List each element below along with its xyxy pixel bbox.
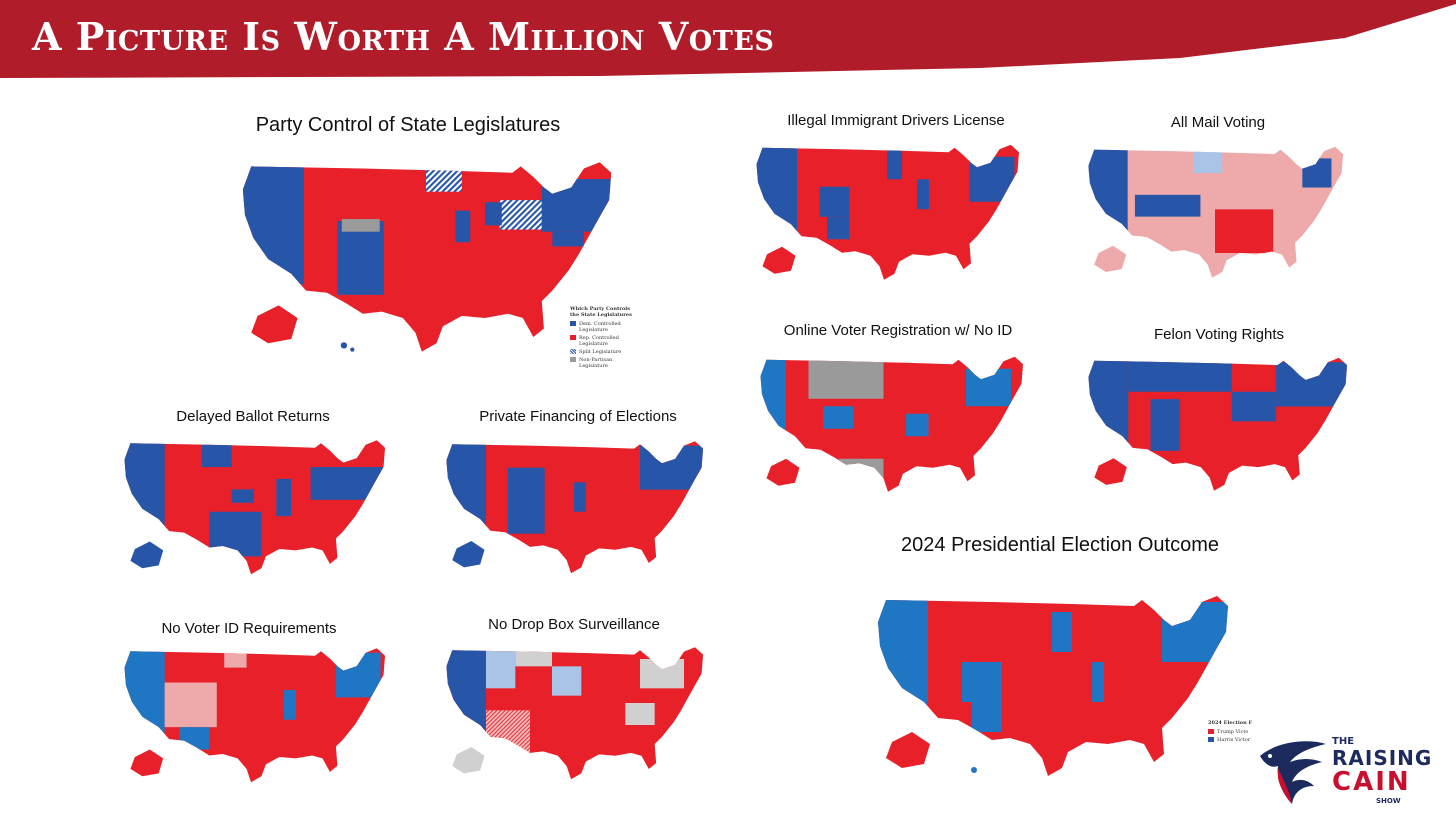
legend-item: Harris Victor <box>1208 737 1260 743</box>
us-map <box>1088 146 1344 278</box>
legend-item: Dem. Controlled Legislature <box>570 321 640 333</box>
legend-item: Split Legislature <box>570 349 640 355</box>
legend-swatch <box>570 321 576 326</box>
legend-label: Split Legislature <box>579 349 622 355</box>
legend-swatch <box>570 335 576 340</box>
legend-label: Rep. Controlled Legislature <box>579 335 619 347</box>
us-map <box>878 596 1228 776</box>
panel-title: Illegal Immigrant Drivers License <box>787 112 1005 129</box>
legend-item: Rep. Controlled Legislature <box>570 335 640 347</box>
legend-label: Harris Victor <box>1217 737 1251 743</box>
us-map <box>446 647 704 780</box>
map-legend: 2024 Election F Trump Victo Harris Victo… <box>1208 720 1260 745</box>
title-banner <box>0 0 1456 78</box>
panel-all-mail: All Mail Voting <box>1080 112 1356 302</box>
us-map <box>242 162 612 352</box>
legend-title: 2024 Election F <box>1208 720 1253 726</box>
logo-text-raising: RAISING <box>1332 746 1433 770</box>
panel-title: Party Control of State Legislatures <box>255 114 561 136</box>
legend-swatch <box>1208 737 1214 742</box>
legend-label: Trump Victo <box>1217 729 1249 735</box>
legend-label: Non-Partisan Legislature <box>579 357 613 369</box>
map-legend: Which Party Controls the State Legislatu… <box>570 306 640 371</box>
legend-swatch <box>1208 729 1214 734</box>
legend-item: Non-Partisan Legislature <box>570 357 640 369</box>
panel-title: 2024 Presidential Election Outcome <box>901 534 1219 556</box>
legend-title: Which Party Controls the State Legislatu… <box>570 306 632 318</box>
us-map <box>124 440 386 575</box>
panel-no-drop-box: No Drop Box Surveillance <box>440 614 716 814</box>
legend-item: Trump Victo <box>1208 729 1260 735</box>
us-map <box>760 356 1023 492</box>
logo-text-cain: CAIN <box>1332 767 1411 797</box>
panel-title: Felon Voting Rights <box>1153 326 1285 343</box>
panel-delayed-ballot: Delayed Ballot Returns <box>118 406 388 590</box>
us-map <box>446 441 704 574</box>
panel-title: Online Voter Registration w/ No ID <box>783 322 1013 339</box>
panel-private-financing: Private Financing of Elections <box>440 406 716 590</box>
logo-text-show: SHOW <box>1376 797 1401 805</box>
panel-title: Private Financing of Elections <box>479 408 677 425</box>
panel-no-voter-id: No Voter ID Requirements <box>118 618 408 802</box>
legend-swatch <box>570 357 576 362</box>
us-map <box>124 648 386 783</box>
legend-swatch <box>570 349 576 354</box>
panel-felon-voting: Felon Voting Rights <box>1080 320 1370 520</box>
panel-title: No Voter ID Requirements <box>161 620 337 637</box>
logo-text-the: THE <box>1332 736 1355 747</box>
panel-presidential-2024: 2024 Presidential Election Outcome 2024 … <box>860 532 1260 812</box>
panel-illegal-drivers: Illegal Immigrant Drivers License <box>748 112 1044 302</box>
eagle-icon <box>1260 741 1326 804</box>
panel-title: No Drop Box Surveillance <box>488 616 660 633</box>
panel-title: All Mail Voting <box>1170 114 1266 131</box>
us-map <box>1088 357 1348 491</box>
raising-cain-logo: THE RAISING CAIN SHOW <box>1256 736 1436 808</box>
panel-online-registration: Online Voter Registration w/ No ID <box>748 320 1048 520</box>
page-title: A Picture Is Worth A Million Votes <box>32 14 775 59</box>
panel-title: Delayed Ballot Returns <box>176 408 330 425</box>
panel-party-control: Party Control of State Legislatures Whic… <box>218 112 638 372</box>
us-map <box>756 144 1019 280</box>
legend-label: Dem. Controlled Legislature <box>579 321 621 333</box>
